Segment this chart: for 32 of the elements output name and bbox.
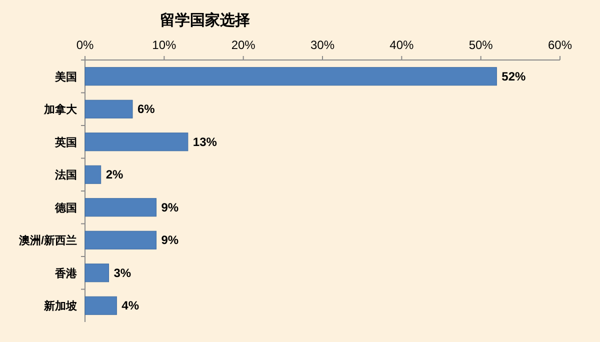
data-label: 4%: [122, 298, 140, 313]
y-tick-label: 英国: [54, 136, 77, 149]
y-tick-label: 加拿大: [43, 103, 78, 116]
data-label: 3%: [114, 266, 132, 280]
bar: [84, 132, 188, 152]
x-tick-label: 0%: [76, 38, 94, 52]
data-label: 9%: [161, 200, 179, 214]
y-tick-label: 澳洲/新西兰: [18, 234, 77, 248]
bar: [84, 165, 102, 184]
bar: [84, 296, 117, 315]
data-label: 13%: [192, 134, 218, 149]
bar: [84, 100, 133, 118]
chart-title: 留学国家选择: [160, 11, 250, 29]
y-tick-label: 法国: [54, 168, 77, 182]
x-tick-label: 60%: [548, 38, 572, 52]
y-tick-label: 美国: [54, 70, 77, 84]
y-tick-label: 香港: [54, 266, 78, 280]
data-label: 9%: [161, 233, 179, 248]
bar: [84, 264, 109, 282]
x-tick-label: 50%: [468, 38, 494, 52]
bar: [84, 198, 156, 217]
bar: [84, 230, 156, 250]
data-label: 2%: [106, 168, 124, 182]
x-tick-label: 40%: [390, 38, 414, 52]
bar: [84, 67, 497, 86]
y-tick-label: 新加坡: [43, 300, 78, 313]
x-tick-label: 20%: [231, 38, 256, 52]
y-tick-label: 德国: [54, 201, 77, 214]
x-tick-label: 10%: [152, 38, 176, 52]
data-label: 52%: [502, 69, 526, 84]
x-tick-label: 30%: [310, 38, 335, 52]
data-label: 6%: [138, 102, 156, 116]
